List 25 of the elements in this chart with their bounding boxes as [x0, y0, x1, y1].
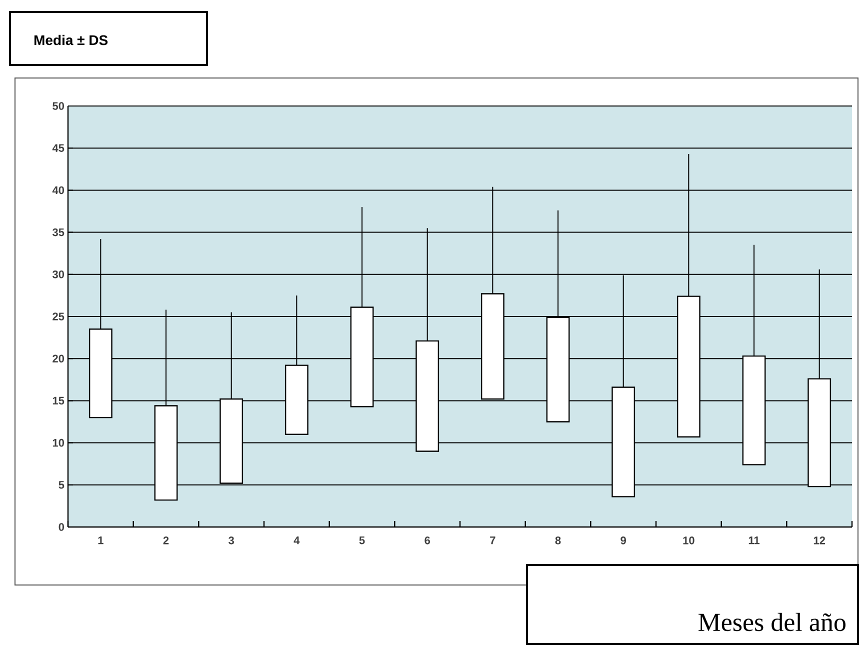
x-tick-label: 3	[228, 536, 234, 544]
y-tick-label: 30	[52, 270, 64, 278]
y-tick-label: 45	[52, 144, 64, 152]
y-tick-label: 20	[52, 354, 64, 362]
y-tick-label: 50	[52, 102, 64, 110]
y-tick-label: 40	[52, 186, 64, 194]
x-tick-label: 10	[683, 536, 694, 544]
x-tick-label: 8	[555, 536, 561, 544]
x-tick-label: 4	[294, 536, 300, 544]
x-axis-title: Meses del año	[698, 612, 846, 632]
y-tick-label: 10	[52, 438, 64, 447]
y-tick-label: 35	[52, 228, 64, 236]
x-tick-label: 5	[359, 536, 365, 544]
x-tick-label: 9	[620, 536, 626, 544]
x-tick-label: 2	[163, 536, 169, 544]
y-tick-label: 25	[52, 312, 64, 320]
y-tick-label: 5	[58, 481, 64, 489]
x-tick-label: 7	[490, 536, 496, 544]
x-tick-label: 6	[424, 536, 430, 544]
x-tick-label: 12	[814, 536, 826, 544]
y-tick-label: 0	[58, 523, 64, 531]
x-tick-label: 1	[98, 536, 104, 544]
y-tick-label: 15	[52, 396, 64, 405]
chart-title: Media ± DS	[34, 34, 108, 46]
x-tick-label: 11	[748, 536, 760, 544]
